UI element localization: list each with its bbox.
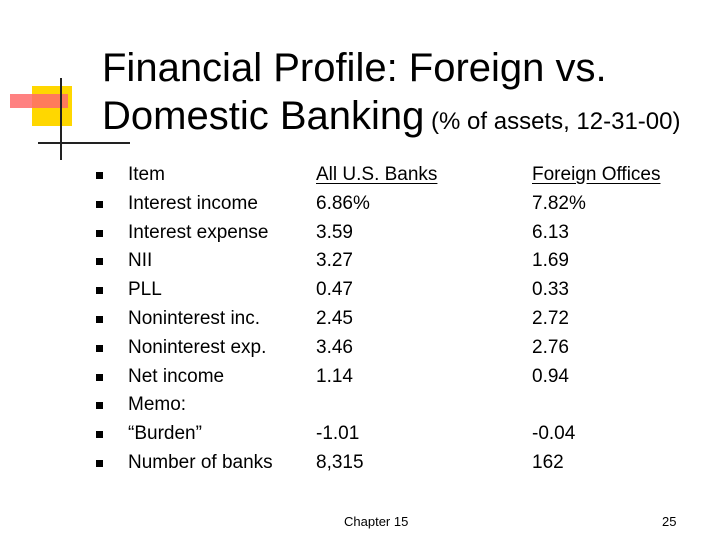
header-all-us-banks: All U.S. Banks [316,164,438,185]
row-foreign-value: 0.94 [532,366,569,387]
row-us-value: 2.45 [316,308,353,329]
square-bullet-icon [96,431,103,438]
row-label: Number of banks [128,452,273,473]
vertical-line-decoration [60,78,62,160]
footer-page-number: 25 [662,514,677,529]
slide-title: Financial Profile: Foreign vs. Domestic … [102,44,712,146]
row-us-value: 1.14 [316,366,353,387]
row-us-value: 3.59 [316,222,353,243]
square-bullet-icon [96,230,103,237]
square-bullet-icon [96,374,103,381]
row-us-value: 3.27 [316,250,353,271]
title-subtitle: (% of assets, 12-31-00) [424,108,681,135]
footer-chapter: Chapter 15 [344,514,409,529]
row-label: Interest income [128,193,258,214]
row-foreign-value: -0.04 [532,423,576,444]
row-label: Noninterest exp. [128,337,267,358]
row-foreign-value: 6.13 [532,222,569,243]
row-us-value: -1.01 [316,423,360,444]
row-foreign-value: 0.33 [532,279,569,300]
header-foreign-offices: Foreign Offices [532,164,661,185]
title-main: Domestic Banking [102,94,425,138]
row-label: Noninterest inc. [128,308,261,329]
row-label: Memo: [128,394,187,415]
row-foreign-value: 7.82% [532,193,586,214]
row-foreign-value: 2.76 [532,337,569,358]
row-label: “Burden” [128,423,202,444]
square-bullet-icon [96,460,103,467]
row-foreign-value: 2.72 [532,308,569,329]
row-foreign-value: 162 [532,452,564,473]
header-item: Item [128,164,165,185]
square-bullet-icon [96,316,103,323]
square-bullet-icon [96,201,103,208]
red-bar-decoration [10,94,68,108]
title-line-2: Domestic Banking (% of assets, 12-31-00) [102,92,712,146]
row-label: PLL [128,279,162,300]
row-us-value: 3.46 [316,337,353,358]
square-bullet-icon [96,402,103,409]
horizontal-line-decoration [38,142,130,144]
square-bullet-icon [96,258,103,265]
row-us-value: 6.86% [316,193,370,214]
square-bullet-icon [96,345,103,352]
row-label: NII [128,250,153,271]
row-foreign-value: 1.69 [532,250,569,271]
square-bullet-icon [96,172,103,179]
row-us-value: 8,315 [316,452,364,473]
title-line-1: Financial Profile: Foreign vs. [102,46,607,90]
row-label: Interest expense [128,222,269,243]
square-bullet-icon [96,287,103,294]
row-label: Net income [128,366,225,387]
row-us-value: 0.47 [316,279,353,300]
